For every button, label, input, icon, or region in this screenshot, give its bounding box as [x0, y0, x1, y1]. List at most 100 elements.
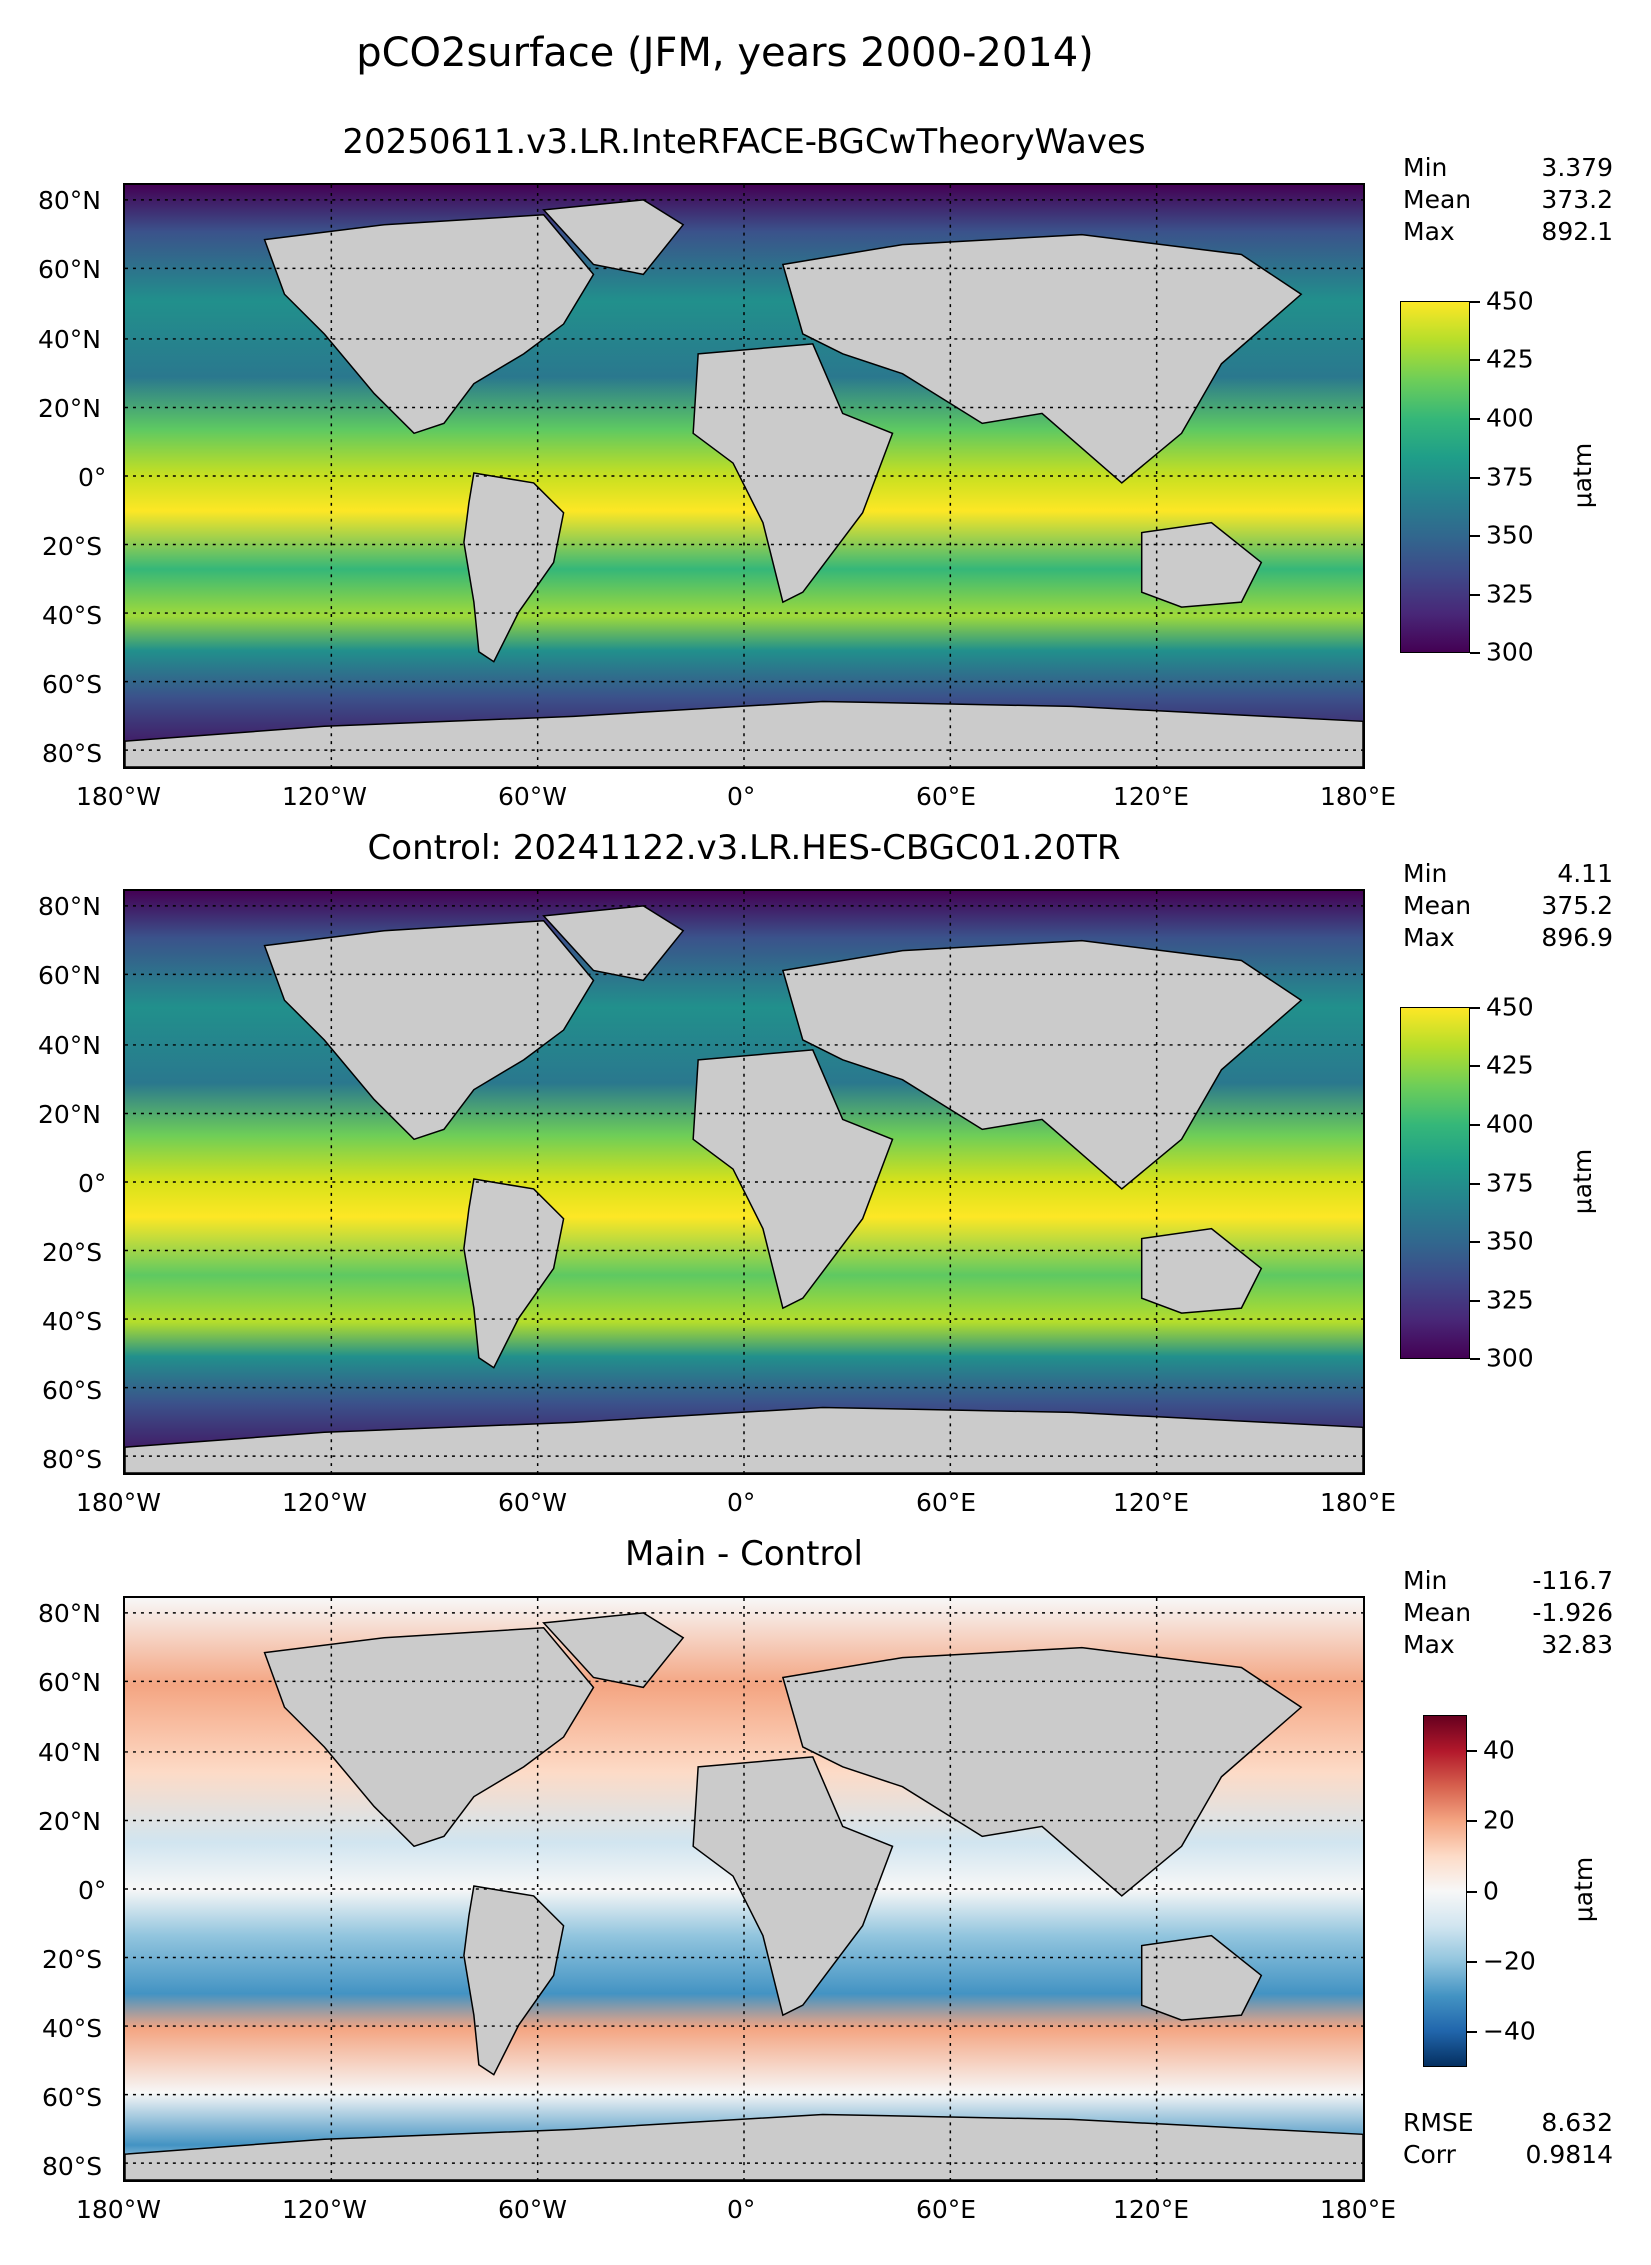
xtick-180e: 180°E: [1320, 2195, 1397, 2224]
north-america: [263, 920, 595, 1141]
xtick-120e: 120°E: [1113, 2195, 1190, 2224]
greenland: [542, 905, 685, 982]
xtick-120w: 120°W: [282, 2195, 367, 2224]
cbar-tick: −40: [1483, 2016, 1536, 2046]
ytick-40n: 40°N: [38, 325, 102, 354]
north-america: [263, 1627, 595, 1848]
stats-main: Min 3.379 Mean 373.2 Max 892.1: [1403, 152, 1613, 248]
ytick-80s: 80°S: [42, 1445, 103, 1474]
stat-min: 3.379: [1541, 153, 1613, 182]
ytick-0: 0°: [78, 1169, 107, 1198]
xtick-180w: 180°W: [76, 2195, 161, 2224]
stat-label: Mean: [1403, 185, 1472, 214]
ytick-60n: 60°N: [38, 1668, 102, 1697]
xtick-60w: 60°W: [498, 2195, 568, 2224]
south-america: [463, 1885, 565, 2076]
cbar-tick: 325: [1486, 579, 1534, 609]
metric-corr: 0.9814: [1525, 2140, 1613, 2169]
xtick-60e: 60°E: [916, 2195, 977, 2224]
north-america: [263, 214, 595, 435]
metric-rmse: 8.632: [1541, 2108, 1613, 2137]
ytick-60n: 60°N: [38, 255, 102, 284]
stat-max: 896.9: [1541, 923, 1613, 952]
xtick-0: 0°: [727, 782, 756, 811]
xtick-60w: 60°W: [498, 782, 568, 811]
cbar-tick: 300: [1486, 1343, 1534, 1373]
ytick-0: 0°: [78, 463, 107, 492]
cbar-tick: 375: [1486, 462, 1534, 492]
eurasia: [781, 1646, 1303, 1897]
xtick-180e: 180°E: [1320, 782, 1397, 811]
stat-mean: 375.2: [1541, 891, 1613, 920]
cbar-tick: 450: [1486, 992, 1534, 1022]
colorbar-unit: μatm: [1569, 1856, 1599, 1923]
xtick-0: 0°: [727, 1488, 756, 1517]
xtick-60w: 60°W: [498, 1488, 568, 1517]
ytick-60n: 60°N: [38, 961, 102, 990]
ytick-80s: 80°S: [42, 739, 103, 768]
stat-label: Min: [1403, 1566, 1448, 1595]
cbar-tick: 375: [1486, 1168, 1534, 1198]
africa: [692, 1756, 894, 2017]
figure-title: pCO2surface (JFM, years 2000-2014): [356, 30, 1094, 76]
stat-max: 892.1: [1541, 217, 1613, 246]
stat-mean: 373.2: [1541, 185, 1613, 214]
xtick-120w: 120°W: [282, 1488, 367, 1517]
map-control: [123, 889, 1365, 1475]
cbar-tick: 425: [1486, 1050, 1534, 1080]
cbar-tick: 325: [1486, 1285, 1534, 1315]
gridlines: [125, 1598, 1363, 2180]
map-main: [123, 183, 1365, 769]
xtick-180w: 180°W: [76, 1488, 161, 1517]
cbar-tick: 400: [1486, 403, 1534, 433]
ytick-80n: 80°N: [38, 186, 102, 215]
cbar-tick: 350: [1486, 520, 1534, 550]
colorbar-diff: 40 20 0 −20 −40 μatm: [1423, 1715, 1643, 2067]
xtick-120e: 120°E: [1113, 782, 1190, 811]
cbar-tick: −20: [1483, 1946, 1536, 1976]
ytick-80n: 80°N: [38, 1599, 102, 1628]
xtick-120w: 120°W: [282, 782, 367, 811]
colorbar-main: 450 425 400 375 350 325 300 μatm: [1400, 287, 1640, 667]
stat-label: Mean: [1403, 891, 1472, 920]
ytick-40s: 40°S: [42, 1307, 103, 1336]
ytick-60s: 60°S: [42, 1376, 103, 1405]
cbar-tick: 450: [1486, 286, 1534, 316]
ytick-40s: 40°S: [42, 601, 103, 630]
cbar-tick: 20: [1483, 1805, 1515, 1835]
colorbar-unit: μatm: [1568, 442, 1598, 509]
cbar-tick: 0: [1483, 1876, 1499, 1906]
metric-label: RMSE: [1403, 2108, 1474, 2137]
ytick-40n: 40°N: [38, 1738, 102, 1767]
colorbar-control: 450 425 400 375 350 325 300 μatm: [1400, 993, 1640, 1373]
stat-mean: -1.926: [1532, 1598, 1613, 1627]
ytick-20s: 20°S: [42, 1945, 103, 1974]
stat-label: Min: [1403, 153, 1448, 182]
stat-label: Max: [1403, 217, 1455, 246]
cbar-tick: 300: [1486, 637, 1534, 667]
stat-max: 32.83: [1541, 1630, 1613, 1659]
xtick-60e: 60°E: [916, 782, 977, 811]
ytick-40s: 40°S: [42, 2014, 103, 2043]
ytick-20n: 20°N: [38, 1100, 102, 1129]
ytick-40n: 40°N: [38, 1031, 102, 1060]
africa: [692, 343, 894, 604]
map-diff: [123, 1596, 1365, 2182]
panel-title-diff: Main - Control: [625, 1534, 863, 1574]
stat-min: 4.11: [1557, 859, 1613, 888]
land: [125, 199, 1363, 767]
ytick-20s: 20°S: [42, 532, 103, 561]
eurasia: [781, 939, 1303, 1190]
stat-label: Max: [1403, 1630, 1455, 1659]
metrics-diff: RMSE 8.632 Corr 0.9814: [1403, 2107, 1613, 2171]
cbar-tick: 425: [1486, 344, 1534, 374]
stat-label: Max: [1403, 923, 1455, 952]
panel-title-main: 20250611.v3.LR.InteRFACE-BGCwTheoryWaves: [342, 122, 1146, 162]
ytick-0: 0°: [78, 1876, 107, 1905]
colorbar-gradient: [1423, 1715, 1467, 2067]
gridlines: [125, 185, 1363, 767]
stats-control: Min 4.11 Mean 375.2 Max 896.9: [1403, 858, 1613, 954]
stat-min: -116.7: [1532, 1566, 1613, 1595]
panel-title-control: Control: 20241122.v3.LR.HES-CBGC01.20TR: [367, 828, 1121, 868]
stats-diff: Min -116.7 Mean -1.926 Max 32.83: [1403, 1565, 1613, 1661]
